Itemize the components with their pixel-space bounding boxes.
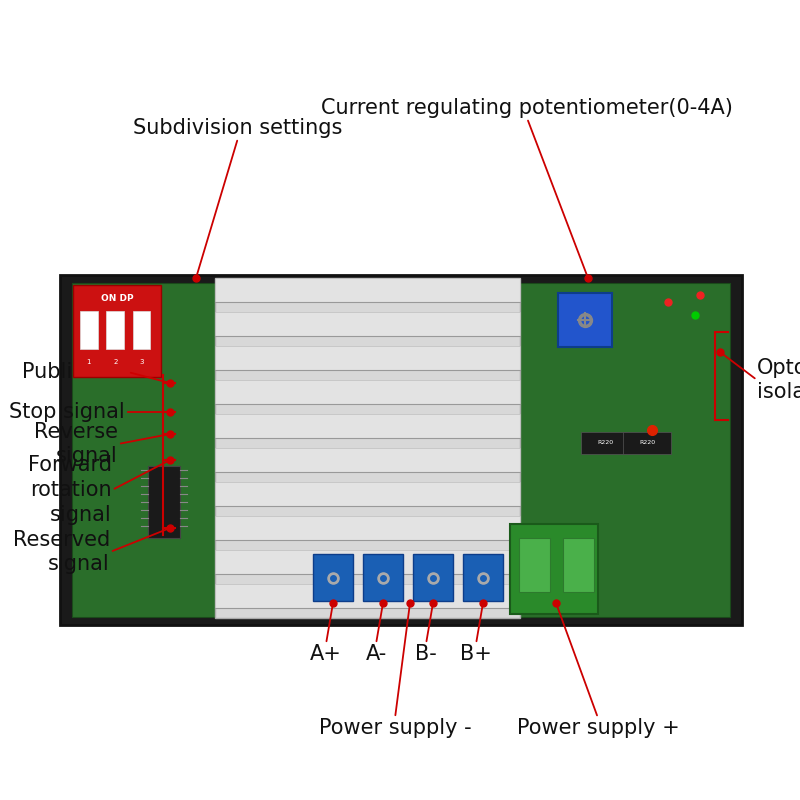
Text: A+: A+ [310,644,342,664]
Text: 3: 3 [139,359,144,366]
Bar [518,538,550,591]
Bar [215,346,520,370]
Bar [215,550,520,574]
Text: Reverse
signal: Reverse signal [34,422,118,466]
Text: B-: B- [415,644,437,664]
Bar [413,554,453,601]
Bar [363,554,403,601]
Bar [215,482,520,506]
Bar [215,312,520,337]
Bar [313,554,353,601]
Bar [80,310,98,350]
Text: Subdivision settings: Subdivision settings [134,118,342,138]
Text: B+: B+ [460,644,492,664]
Bar [558,293,612,347]
Bar [133,310,150,350]
Text: Optocoupler
isolation: Optocoupler isolation [757,358,800,402]
Text: Forward
rotation
signal: Forward rotation signal [28,455,112,525]
Bar [562,538,594,591]
Bar [215,278,520,618]
Text: Current regulating potentiometer(0-4A): Current regulating potentiometer(0-4A) [321,98,733,118]
Bar [148,466,180,538]
Bar [510,524,598,614]
Bar [215,448,520,473]
Text: R220: R220 [639,441,655,446]
Bar [623,432,671,454]
Text: 2: 2 [113,359,118,366]
Bar [215,380,520,405]
Bar [72,283,730,617]
Bar [73,285,161,377]
Bar [215,278,520,302]
Text: R220: R220 [597,441,613,446]
Text: Public line: Public line [22,362,128,382]
Bar [60,275,742,625]
Bar [215,584,520,609]
Bar [215,414,520,438]
Bar [106,310,124,350]
Text: ON DP: ON DP [101,294,134,303]
Text: Stop signal: Stop signal [10,402,125,422]
Bar [463,554,503,601]
Text: A-: A- [366,644,386,664]
Text: Power supply +: Power supply + [517,718,679,738]
Bar [581,432,629,454]
Text: Reserved
signal: Reserved signal [13,530,110,574]
Bar [215,516,520,541]
Text: Power supply -: Power supply - [318,718,471,738]
Text: 1: 1 [86,359,91,366]
